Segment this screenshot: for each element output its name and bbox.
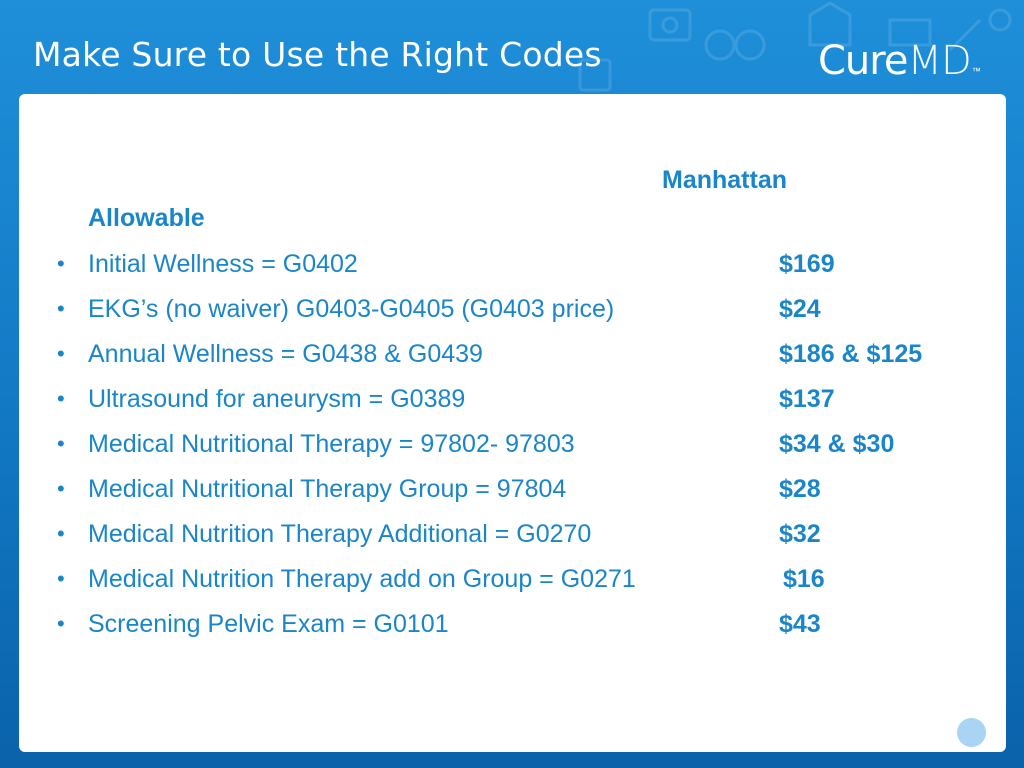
list-item: • Medical Nutritional Therapy Group = 97…: [57, 471, 997, 511]
logo-cure-text: Cure: [818, 38, 908, 84]
allowable-price: $186 & $125: [779, 340, 923, 368]
list-item: • Medical Nutritional Therapy = 97802- 9…: [57, 426, 997, 466]
column-header-allowable: Allowable: [88, 204, 205, 232]
allowable-price: $28: [779, 475, 821, 503]
slide-nav-dot[interactable]: [957, 718, 986, 747]
list-item: • Annual Wellness = G0438 & G0439 $186 &…: [57, 336, 997, 376]
allowable-price: $16: [783, 565, 825, 593]
bullet-icon: •: [57, 341, 65, 366]
bullet-icon: •: [57, 476, 65, 501]
slide-title: Make Sure to Use the Right Codes: [33, 35, 602, 74]
allowable-price: $137: [779, 385, 835, 413]
code-description: Screening Pelvic Exam = G0101: [88, 610, 449, 638]
bullet-icon: •: [57, 386, 65, 411]
logo-md-text: MD: [907, 38, 971, 84]
code-description: Medical Nutrition Therapy add on Group =…: [88, 565, 636, 593]
allowable-price: $169: [779, 250, 835, 278]
bullet-icon: •: [57, 431, 65, 456]
content-panel: Manhattan Allowable • Initial Wellness =…: [19, 94, 1006, 752]
list-item: • Medical Nutrition Therapy add on Group…: [57, 561, 997, 601]
code-description: Initial Wellness = G0402: [88, 250, 358, 278]
allowable-price: $32: [779, 520, 821, 548]
column-header-manhattan: Manhattan: [662, 166, 787, 194]
bullet-icon: •: [57, 566, 65, 591]
code-description: EKG’s (no waiver) G0403-G0405 (G0403 pri…: [88, 295, 615, 323]
allowable-price: $34 & $30: [779, 430, 895, 458]
list-item: • Initial Wellness = G0402 $169: [57, 246, 997, 286]
list-item: • Medical Nutrition Therapy Additional =…: [57, 516, 997, 556]
bullet-icon: •: [57, 296, 65, 321]
list-item: • EKG’s (no waiver) G0403-G0405 (G0403 p…: [57, 291, 997, 331]
logo-trademark: ™: [971, 66, 981, 76]
code-description: Medical Nutritional Therapy = 97802- 978…: [88, 430, 575, 458]
code-description: Medical Nutritional Therapy Group = 9780…: [88, 475, 567, 503]
allowable-price: $43: [779, 610, 821, 638]
bullet-icon: •: [57, 251, 65, 276]
list-item: • Screening Pelvic Exam = G0101 $43: [57, 606, 997, 646]
allowable-price: $24: [779, 295, 821, 323]
curemd-logo: Cure MD ™: [818, 38, 981, 84]
list-item: • Ultrasound for aneurysm = G0389 $137: [57, 381, 997, 421]
bullet-icon: •: [57, 611, 65, 636]
code-description: Ultrasound for aneurysm = G0389: [88, 385, 466, 413]
bullet-icon: •: [57, 521, 65, 546]
code-description: Annual Wellness = G0438 & G0439: [88, 340, 483, 368]
code-description: Medical Nutrition Therapy Additional = G…: [88, 520, 592, 548]
